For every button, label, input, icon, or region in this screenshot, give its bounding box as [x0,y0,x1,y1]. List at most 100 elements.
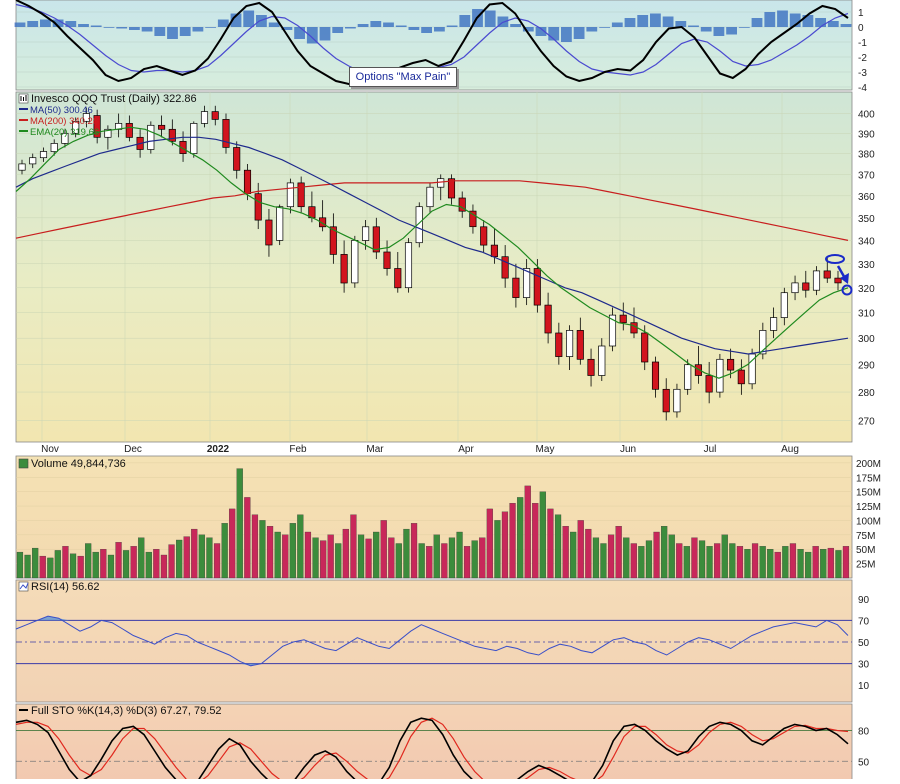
ema20-line [15,126,849,379]
month-label: Feb [289,444,307,455]
macd-histogram-bar [586,27,598,32]
macd-line [15,0,849,86]
volume-bar [327,534,334,579]
volume-bar [630,543,637,579]
volume-bar [304,531,312,579]
candle-body [286,182,294,208]
price-tick-label: 380 [858,150,875,161]
macd-histogram-bar [256,15,267,27]
volume-bar [486,508,493,579]
candle-body [265,219,273,246]
volume-bar [206,537,213,579]
volume-tick-label: 150M [856,488,881,499]
candle-body [759,330,767,355]
candle-body [351,240,359,284]
volume-bar [767,549,774,579]
volume-bar [54,550,61,579]
macd-histogram-bar [662,16,674,27]
price-tick-label: 360 [858,192,875,203]
rsi-tick-label: 30 [858,660,870,671]
macd-histogram-bar [827,21,839,27]
sto-d-line [15,717,849,784]
volume-bar [373,531,380,579]
volume-bar [691,537,698,579]
candle-body [533,268,541,306]
candle-body [727,358,735,371]
volume-bar [115,542,122,579]
volume-tick-label: 200M [856,459,881,470]
macd-histogram-bar [383,22,394,27]
macd-histogram-bar [484,10,496,27]
rsi-tick-label: 70 [858,616,870,627]
macd-tick-label: -1 [858,38,867,49]
macd-histogram-bar [27,21,39,27]
macd-histogram-bar [14,22,26,27]
volume-bar [297,514,304,579]
candle-body [608,314,617,347]
price-tick-label: 290 [858,361,875,372]
volume-bar [585,528,592,579]
candle-body [480,226,488,246]
sto-k-line [15,717,849,784]
candle-body [415,206,423,244]
macd-histogram-bar [217,19,229,27]
volume-bar [221,523,228,579]
candle-body [254,193,262,221]
macd-histogram-bar [764,12,776,27]
candle-body [587,358,595,376]
macd-histogram-bar [357,24,369,27]
macd-histogram-bar [154,27,166,36]
volume-bar [92,551,99,579]
volume-tick-label: 125M [856,502,881,513]
macd-histogram-bar [141,27,153,32]
volume-bar [47,557,54,579]
volume-bar [532,503,539,579]
volume-bar [122,550,130,579]
candle-body [705,375,713,393]
candle-body [125,123,133,138]
volume-bar [145,551,152,579]
volume-bar [32,547,39,579]
legend-ema20: EMA(20) 319.66 [30,127,99,138]
macd-histogram-bar [789,13,801,27]
candle-body [319,217,327,228]
macd-tick-label: -3 [858,68,867,79]
volume-bar [736,546,744,579]
macd-histogram-bar [319,27,331,41]
volume-bar [842,546,850,579]
candle-body [641,332,649,363]
macd-histogram-bar [675,21,687,27]
candle-body [823,270,831,279]
volume-bar [441,543,448,579]
volume-tick-label: 25M [856,560,875,571]
volume-bar [395,543,402,579]
candle-body [200,111,209,124]
candle-body [297,182,305,208]
volume-bar [706,546,713,579]
rsi-tick-label: 90 [858,595,870,606]
rsi-tick-label: 10 [858,681,870,692]
price-legend: Invesco QQQ Trust (Daily) 322.86 MA(50) … [18,93,197,138]
price-panel: 400 390 380 370 360 350 340 330 320 310 300 290 280 2… [15,91,875,443]
candle-body [426,186,434,208]
month-label: Jun [620,444,636,455]
candle-body [50,143,58,152]
volume-bar [282,534,289,579]
candle-body [780,292,788,318]
volume-bar [24,554,31,579]
candle-body [211,111,219,120]
macd-tick-label: 0 [858,23,864,34]
volume-bar [403,528,410,579]
max-pain-annotation: Options "Max Pain" [349,67,457,87]
macd-histogram-bar [395,25,407,27]
candle-body [458,197,466,212]
volume-bar [191,528,198,579]
macd-histogram-bar [815,18,826,27]
macd-histogram-bar [370,21,382,27]
candle-body [716,358,724,393]
volume-bar [289,523,296,579]
macd-histogram-bar [103,27,115,28]
volume-bar [410,523,418,579]
candle-body [82,113,90,122]
